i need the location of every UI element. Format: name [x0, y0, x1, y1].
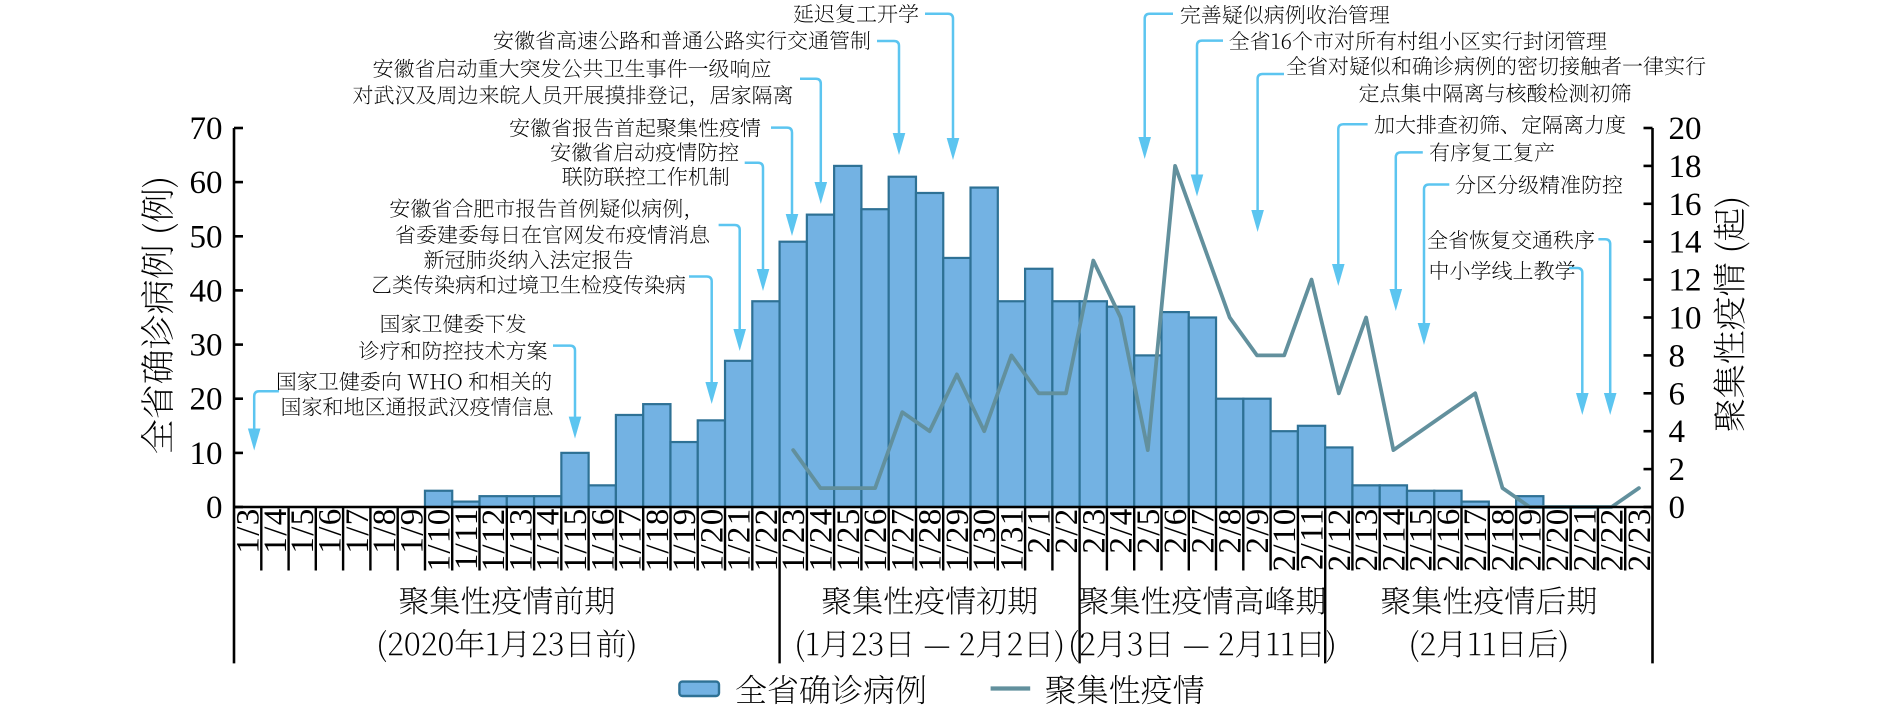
svg-text:16: 16 [1669, 187, 1702, 223]
svg-text:2/4: 2/4 [1104, 508, 1140, 554]
svg-text:0: 0 [1669, 490, 1686, 526]
svg-text:2/12: 2/12 [1322, 508, 1358, 572]
svg-text:1/3: 1/3 [231, 508, 267, 554]
svg-text:1/7: 1/7 [340, 508, 376, 554]
svg-text:1/21: 1/21 [722, 508, 758, 572]
svg-text:2/20: 2/20 [1540, 508, 1576, 572]
svg-text:2/17: 2/17 [1458, 508, 1494, 572]
svg-text:1/23: 1/23 [776, 508, 812, 572]
svg-text:1/29: 1/29 [940, 508, 976, 572]
svg-text:2/13: 2/13 [1349, 508, 1385, 572]
svg-text:2/10: 2/10 [1267, 508, 1303, 572]
svg-text:4: 4 [1669, 414, 1686, 450]
svg-text:1/24: 1/24 [804, 508, 840, 572]
svg-text:2: 2 [1669, 452, 1686, 488]
svg-text:2/11: 2/11 [1295, 508, 1331, 571]
svg-text:2/1: 2/1 [1022, 508, 1058, 554]
svg-text:20: 20 [1669, 111, 1702, 147]
svg-text:1/14: 1/14 [531, 508, 567, 572]
svg-text:1/4: 1/4 [258, 508, 294, 554]
svg-text:12: 12 [1669, 263, 1702, 299]
svg-text:1/13: 1/13 [503, 508, 539, 572]
svg-text:1/20: 1/20 [694, 508, 730, 572]
svg-text:1/15: 1/15 [558, 508, 594, 572]
svg-text:6: 6 [1669, 376, 1686, 412]
svg-text:2/14: 2/14 [1376, 508, 1412, 572]
svg-text:2/9: 2/9 [1240, 508, 1276, 554]
svg-text:1/26: 1/26 [858, 508, 894, 572]
svg-text:1/8: 1/8 [367, 508, 403, 554]
svg-text:2/8: 2/8 [1213, 508, 1249, 554]
svg-text:30: 30 [190, 328, 223, 364]
svg-text:1/16: 1/16 [585, 508, 621, 572]
svg-text:1/22: 1/22 [749, 508, 785, 572]
svg-text:1/10: 1/10 [422, 508, 458, 572]
svg-text:40: 40 [190, 273, 223, 309]
svg-text:50: 50 [190, 219, 223, 255]
svg-text:60: 60 [190, 165, 223, 201]
svg-text:1/5: 1/5 [285, 508, 321, 554]
svg-text:1/30: 1/30 [967, 508, 1003, 572]
svg-text:14: 14 [1669, 225, 1702, 261]
svg-text:1/12: 1/12 [476, 508, 512, 572]
svg-text:2/19: 2/19 [1513, 508, 1549, 572]
svg-text:1/31: 1/31 [994, 508, 1030, 572]
svg-text:0: 0 [206, 490, 223, 526]
svg-text:2/15: 2/15 [1404, 508, 1440, 572]
svg-text:2/2: 2/2 [1049, 508, 1085, 554]
svg-text:1/28: 1/28 [913, 508, 949, 572]
svg-text:18: 18 [1669, 149, 1702, 185]
svg-text:2/5: 2/5 [1131, 508, 1167, 554]
svg-text:2/16: 2/16 [1431, 508, 1467, 572]
svg-text:2/18: 2/18 [1486, 508, 1522, 572]
svg-text:2/22: 2/22 [1595, 508, 1631, 572]
svg-text:10: 10 [190, 436, 223, 472]
svg-text:8: 8 [1669, 338, 1686, 374]
svg-text:10: 10 [1669, 301, 1702, 337]
svg-text:2/23: 2/23 [1622, 508, 1658, 572]
svg-text:1/11: 1/11 [449, 508, 485, 571]
svg-text:1/9: 1/9 [394, 508, 430, 554]
svg-text:70: 70 [190, 111, 223, 147]
svg-text:2/7: 2/7 [1185, 508, 1221, 554]
svg-text:2/21: 2/21 [1567, 508, 1603, 572]
svg-text:1/19: 1/19 [667, 508, 703, 572]
svg-text:1/6: 1/6 [313, 508, 349, 554]
svg-text:1/18: 1/18 [640, 508, 676, 572]
svg-text:1/17: 1/17 [613, 508, 649, 572]
svg-text:2/3: 2/3 [1076, 508, 1112, 554]
svg-text:1/25: 1/25 [831, 508, 867, 572]
svg-text:1/27: 1/27 [885, 508, 921, 572]
svg-text:2/6: 2/6 [1158, 508, 1194, 554]
svg-text:20: 20 [190, 382, 223, 418]
